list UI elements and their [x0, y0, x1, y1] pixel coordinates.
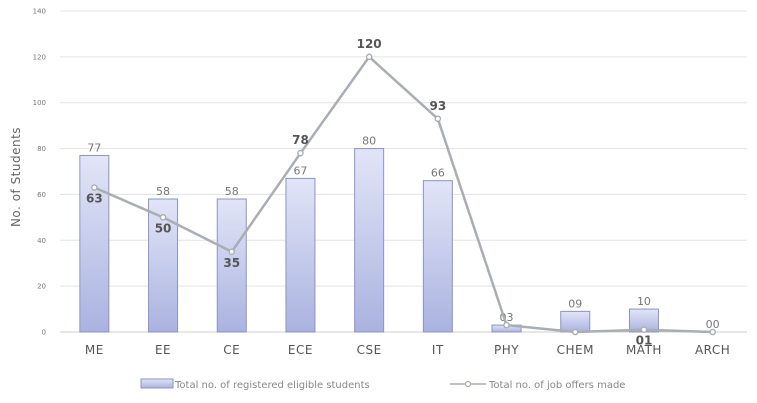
bar-data-label: 77 [87, 141, 101, 154]
line-data-label: 78 [292, 133, 309, 147]
y-tick-label: 40 [37, 237, 46, 245]
legend: Total no. of registered eligible student… [140, 378, 625, 391]
x-tick-label: CSE [357, 343, 382, 357]
line-point [709, 328, 716, 336]
y-tick-label: 0 [42, 329, 46, 337]
x-tick-label: CE [223, 343, 240, 357]
series-line [93, 55, 713, 334]
line-point [434, 115, 442, 123]
x-tick-label: IT [432, 343, 444, 357]
line-point [297, 149, 304, 157]
line-point [503, 321, 510, 329]
line-point [159, 214, 167, 221]
bar-data-label: 09 [568, 297, 582, 310]
line-data-label: 63 [86, 192, 103, 206]
y-tick-label: 120 [33, 53, 46, 61]
y-tick-label: 80 [37, 145, 46, 153]
x-tick-label: ARCH [695, 343, 730, 357]
x-tick-label: EE [155, 343, 171, 357]
bar [79, 154, 110, 333]
y-tick-label: 100 [33, 99, 46, 107]
legend-bar-swatch [140, 378, 174, 389]
line-point [228, 248, 236, 256]
bar-data-label: 58 [225, 185, 239, 198]
y-tick-label: 140 [33, 8, 46, 16]
x-tick-label: ME [85, 343, 104, 357]
bar-data-label: 10 [637, 295, 651, 308]
bar [354, 148, 385, 333]
line-data-label: 120 [357, 37, 382, 51]
bar-data-label: 67 [293, 164, 307, 177]
line-data-label: 93 [429, 99, 446, 113]
x-tick-label: PHY [494, 343, 519, 357]
line-data-label: 35 [223, 256, 240, 270]
x-axis-ticks: ME EE CE ECE CSE IT PHY CHEM MATH ARCH [85, 343, 730, 357]
y-tick-label: 20 [37, 283, 46, 291]
line-point [640, 326, 648, 334]
bar-data-label: 00 [706, 318, 720, 331]
bar-data-label: 66 [431, 167, 445, 180]
bar-data-label: 80 [362, 135, 376, 148]
line-data-label: 01 [636, 334, 653, 348]
line-point [365, 53, 373, 61]
line-point [571, 328, 579, 336]
legend-bar-label: Total no. of registered eligible student… [174, 380, 370, 391]
bar-data-label: 58 [156, 185, 170, 198]
line-series: 63 50 35 78 120 93 01 [86, 37, 716, 348]
x-tick-label: ECE [288, 343, 313, 357]
legend-line-label: Total no. of job offers made [488, 380, 625, 391]
bar [285, 177, 316, 333]
line-data-label: 50 [155, 221, 172, 235]
y-axis-ticks: 0 20 40 60 80 100 120 140 [33, 8, 46, 337]
bar [422, 180, 453, 333]
y-tick-label: 60 [37, 191, 46, 199]
x-tick-label: CHEM [557, 343, 594, 357]
legend-line-marker [464, 380, 472, 388]
x-tick-label: MATH [626, 343, 662, 357]
y-axis-label: No. of Students [9, 127, 23, 227]
bar [216, 198, 247, 333]
line-point [91, 184, 98, 191]
